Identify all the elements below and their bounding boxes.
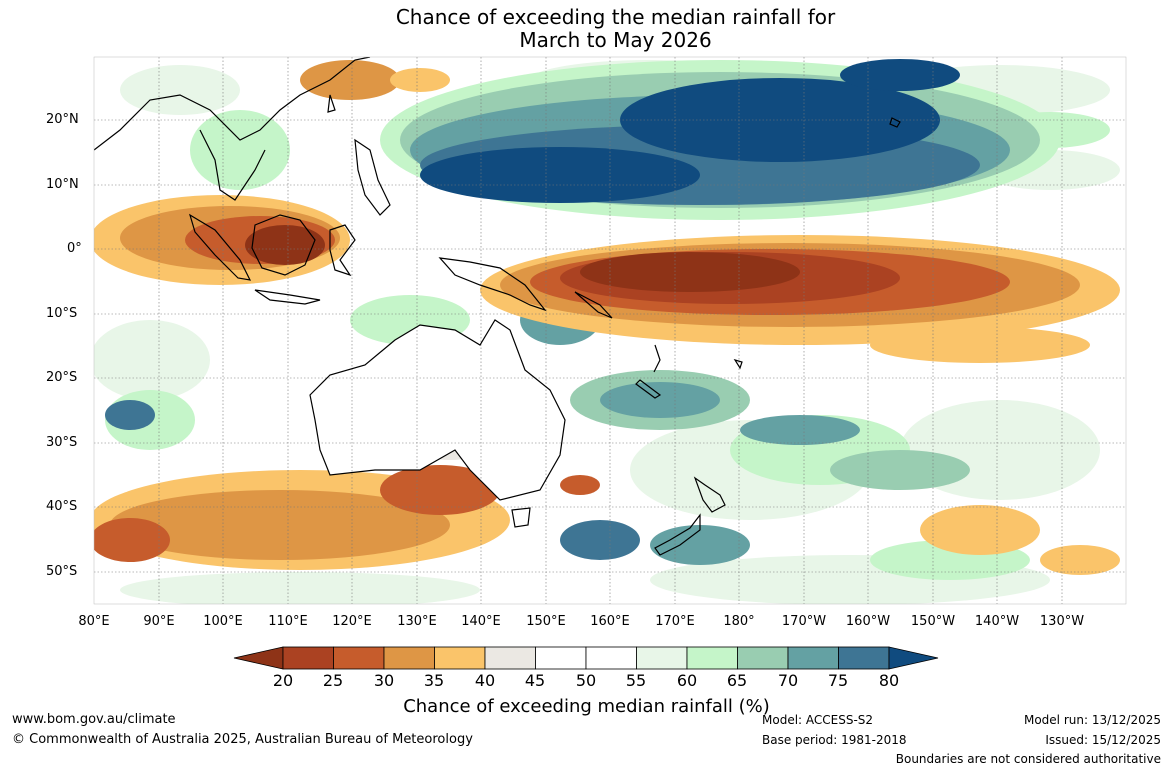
rainfall-field xyxy=(94,57,1126,604)
colorbar-tick: 50 xyxy=(575,671,597,690)
colorbar-tick: 35 xyxy=(423,671,445,690)
colorbar-swatch xyxy=(484,646,536,670)
colorbar-tick: 25 xyxy=(322,671,344,690)
colorbar-tick: 30 xyxy=(373,671,395,690)
lat-label: 0° xyxy=(67,241,82,256)
taiwan-coast xyxy=(327,94,336,113)
colorbar-tick: 55 xyxy=(625,671,647,690)
colorbar xyxy=(233,646,939,670)
new-guinea-coast xyxy=(438,257,547,312)
lon-label: 100°E xyxy=(203,614,243,629)
lon-label: 150°E xyxy=(526,614,566,629)
lon-label: 160°W xyxy=(845,614,891,629)
lat-label: 10°S xyxy=(46,306,78,321)
lat-label: 30°S xyxy=(46,435,78,450)
colorbar-swatch xyxy=(636,646,688,670)
sumatra-coast xyxy=(188,213,252,281)
colorbar-swatch xyxy=(737,646,789,670)
colorbar-swatch xyxy=(383,646,435,670)
colorbar-swatch xyxy=(787,646,839,670)
philippines-coast xyxy=(354,138,391,216)
lat-label: 50°S xyxy=(46,564,78,579)
copyright-text: © Commonwealth of Australia 2025, Austra… xyxy=(12,732,473,747)
colorbar-tick: 45 xyxy=(524,671,546,690)
colorbar-tick: 80 xyxy=(878,671,900,690)
lat-label: 20°S xyxy=(46,370,78,385)
colorbar-extend-low xyxy=(233,646,284,670)
lat-label: 40°S xyxy=(46,499,78,514)
graticule xyxy=(94,57,1126,604)
colorbar-swatch xyxy=(282,646,334,670)
colorbar-tick: 75 xyxy=(827,671,849,690)
colorbar-tick: 60 xyxy=(676,671,698,690)
tasmania-coast xyxy=(511,507,531,528)
colorbar-swatch xyxy=(585,646,637,670)
model-text: Model: ACCESS-S2 xyxy=(762,713,874,727)
fiji-coast xyxy=(733,358,743,370)
lon-label: 130°W xyxy=(1039,614,1085,629)
lon-label: 170°W xyxy=(781,614,827,629)
colorbar-tick: 20 xyxy=(272,671,294,690)
colorbar-swatch xyxy=(333,646,385,670)
lon-label: 140°W xyxy=(974,614,1020,629)
lon-label: 180° xyxy=(723,614,755,629)
new-caledonia-coast xyxy=(635,379,662,399)
issued-text: Issued: 15/12/2025 xyxy=(1045,733,1161,747)
map-title-line1: Chance of exceeding the median rainfall … xyxy=(395,5,836,29)
hawaii-coast xyxy=(889,117,901,128)
lon-label: 80°E xyxy=(78,614,110,629)
base-period-text: Base period: 1981-2018 xyxy=(762,733,907,747)
model-run-text: Model run: 13/12/2025 xyxy=(1023,713,1161,727)
colorbar-extend-high xyxy=(888,646,939,670)
colorbar-tick: 70 xyxy=(777,671,799,690)
lat-label: 20°N xyxy=(46,112,79,127)
colorbar-tick: 40 xyxy=(474,671,496,690)
lon-label: 110°E xyxy=(268,614,308,629)
lon-label: 160°E xyxy=(590,614,630,629)
lon-label: 150°W xyxy=(910,614,956,629)
lat-label: 10°N xyxy=(46,177,79,192)
colorbar-swatch xyxy=(686,646,738,670)
borneo-coast xyxy=(251,214,316,276)
lon-label: 130°E xyxy=(397,614,437,629)
disclaimer-text: Boundaries are not considered authoritat… xyxy=(895,752,1161,766)
map-frame xyxy=(93,56,1127,605)
lon-label: 170°E xyxy=(655,614,695,629)
coastlines xyxy=(94,57,901,556)
indochina-coast xyxy=(199,129,266,201)
website-link[interactable]: www.bom.gov.au/climate xyxy=(12,712,176,727)
colorbar-swatch xyxy=(434,646,486,670)
colorbar-tick: 65 xyxy=(726,671,748,690)
java-coast xyxy=(254,289,321,305)
new-zealand-north xyxy=(693,476,726,513)
lon-label: 90°E xyxy=(143,614,175,629)
colorbar-swatch xyxy=(838,646,890,670)
lon-label: 140°E xyxy=(461,614,501,629)
colorbar-title: Chance of exceeding median rainfall (%) xyxy=(403,696,770,717)
australia-coast xyxy=(309,319,566,501)
solomon-coast xyxy=(574,291,613,319)
lon-label: 120°E xyxy=(332,614,372,629)
asia-coast xyxy=(94,57,371,151)
vanuatu-coast xyxy=(653,344,661,373)
new-zealand-south xyxy=(654,513,701,556)
map-title-line2: March to May 2026 xyxy=(519,28,712,52)
colorbar-swatch xyxy=(535,646,587,670)
sulawesi-coast xyxy=(329,224,356,277)
